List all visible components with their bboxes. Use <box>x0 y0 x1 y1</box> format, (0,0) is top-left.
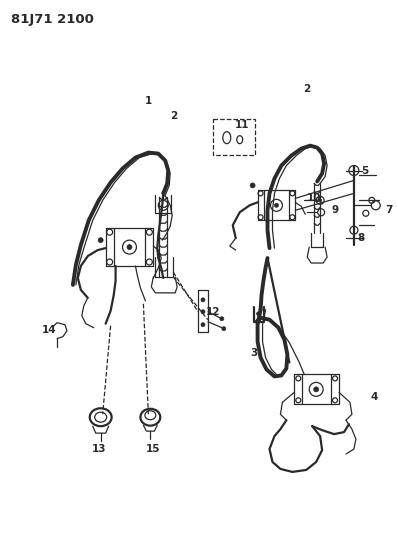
Text: 81J71 2100: 81J71 2100 <box>11 13 94 26</box>
Text: 9: 9 <box>332 205 339 215</box>
Circle shape <box>127 245 132 249</box>
Text: 5: 5 <box>361 166 369 175</box>
Text: 14: 14 <box>42 325 57 335</box>
Circle shape <box>201 322 205 327</box>
Text: 1: 1 <box>145 96 152 106</box>
Circle shape <box>98 238 103 243</box>
Circle shape <box>250 183 255 188</box>
Circle shape <box>201 298 205 302</box>
Text: 2: 2 <box>171 111 178 121</box>
Circle shape <box>222 327 226 330</box>
Text: 10: 10 <box>307 193 322 204</box>
Circle shape <box>220 317 224 321</box>
Circle shape <box>275 203 279 207</box>
Bar <box>213 119 255 155</box>
Circle shape <box>314 387 319 392</box>
Text: 7: 7 <box>385 205 392 215</box>
Text: 8: 8 <box>357 233 365 243</box>
Text: 13: 13 <box>92 444 106 454</box>
Circle shape <box>319 199 322 202</box>
Circle shape <box>257 312 261 316</box>
Text: 11: 11 <box>234 120 249 130</box>
Text: 4: 4 <box>370 392 377 402</box>
Text: 12: 12 <box>206 307 220 317</box>
Circle shape <box>201 310 205 314</box>
Text: 3: 3 <box>250 348 257 358</box>
Text: 2: 2 <box>304 84 311 94</box>
Text: 15: 15 <box>146 444 160 454</box>
